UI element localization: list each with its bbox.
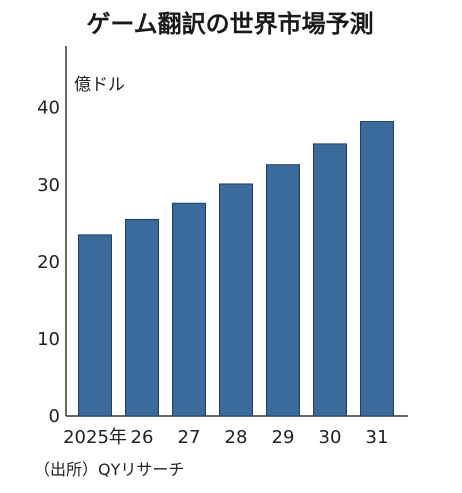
bar — [172, 202, 206, 417]
source-note: （出所）QYリサーチ — [34, 460, 184, 479]
bar — [313, 143, 347, 417]
y-tick-label: 10 — [37, 329, 60, 350]
bar — [266, 164, 300, 417]
y-tick-label: 40 — [37, 98, 60, 119]
x-tick-label: 30 — [319, 427, 342, 448]
x-tick-label: 27 — [178, 427, 201, 448]
bar — [360, 121, 394, 417]
y-tick-labels: 0 10 20 30 40 — [37, 98, 60, 427]
x-tick-label: 2025年 — [63, 427, 127, 448]
y-tick-label: 30 — [37, 175, 60, 196]
bars — [78, 121, 394, 417]
y-tick-label: 0 — [49, 406, 60, 427]
bar — [78, 234, 112, 417]
bar — [219, 183, 253, 417]
chart-title: ゲーム翻訳の世界市場予測 — [86, 10, 373, 38]
bar — [125, 218, 159, 417]
x-tick-label: 31 — [366, 427, 389, 448]
y-tick-label: 20 — [37, 252, 60, 273]
x-tick-label: 26 — [131, 427, 154, 448]
y-axis-unit-label: 億ドル — [74, 75, 125, 95]
x-tick-label: 29 — [272, 427, 295, 448]
x-tick-labels: 2025年 26 27 28 29 30 31 — [63, 427, 388, 448]
x-tick-label: 28 — [225, 427, 248, 448]
